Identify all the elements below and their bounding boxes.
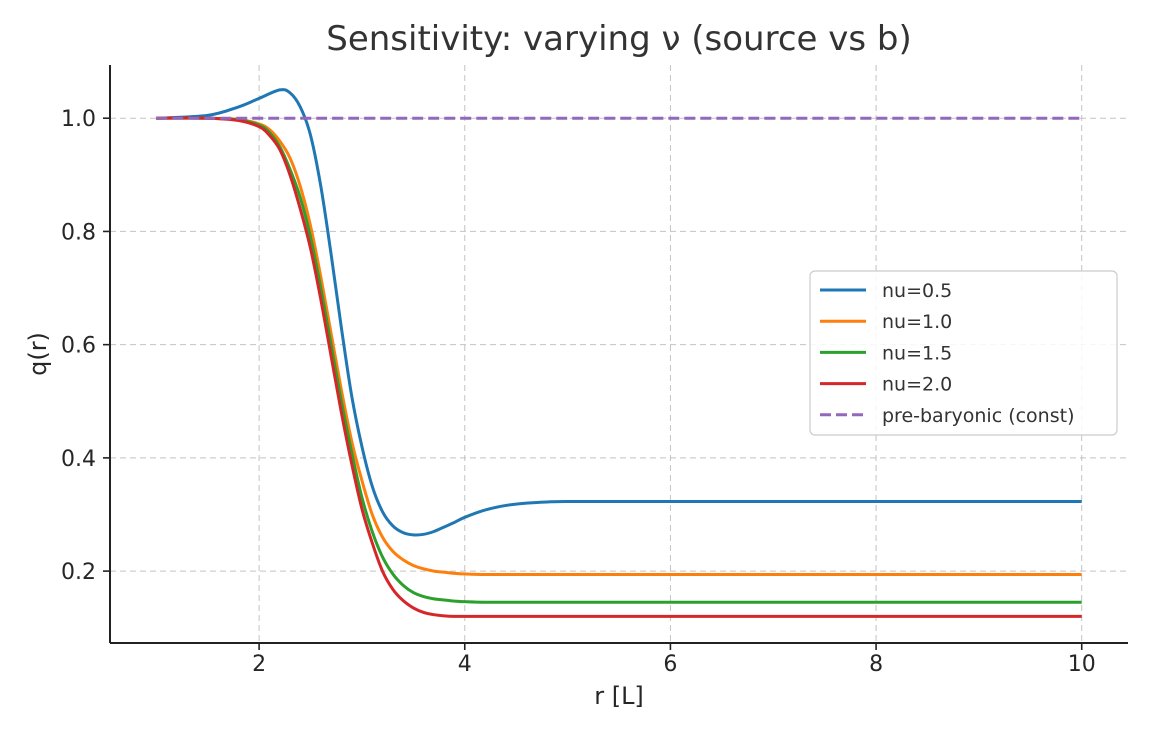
- series-line-nu-0-5: [156, 88, 1082, 537]
- series-layer: [156, 88, 1082, 618]
- x-axis-label: r [L]: [594, 682, 644, 710]
- ticks: 2 4 6 8 10 0.2 0.4 0.6 0.8 1.0: [61, 107, 1096, 677]
- y-axis-label: q(r): [24, 332, 52, 376]
- grid: [110, 65, 1128, 643]
- series-line-nu-1-0: [156, 116, 1082, 577]
- legend-label: nu=0.5: [882, 280, 952, 302]
- x-tick-label: 8: [869, 652, 883, 677]
- axes: [109, 65, 1128, 644]
- chart-title: Sensitivity: varying ν (source vs b): [326, 19, 912, 59]
- x-tick-label: 2: [252, 652, 266, 677]
- y-tick-label: 0.8: [61, 220, 96, 245]
- legend-label: nu=1.5: [882, 342, 952, 364]
- y-tick-label: 1.0: [61, 107, 96, 132]
- x-tick-label: 4: [458, 652, 472, 677]
- legend-label: pre-baryonic (const): [882, 405, 1074, 427]
- y-tick-label: 0.2: [61, 560, 96, 585]
- legend-label: nu=2.0: [882, 374, 952, 396]
- y-tick-label: 0.4: [61, 447, 96, 472]
- legend-label: nu=1.0: [882, 311, 952, 333]
- x-tick-label: 10: [1068, 652, 1096, 677]
- x-tick-label: 6: [663, 652, 677, 677]
- y-tick-label: 0.6: [61, 334, 96, 359]
- legend: nu=0.5 nu=1.0 nu=1.5 nu=2.0 pre-baryonic (co…: [809, 270, 1118, 436]
- series-line-nu-2-0: [156, 116, 1082, 618]
- legend-box: [809, 270, 1118, 436]
